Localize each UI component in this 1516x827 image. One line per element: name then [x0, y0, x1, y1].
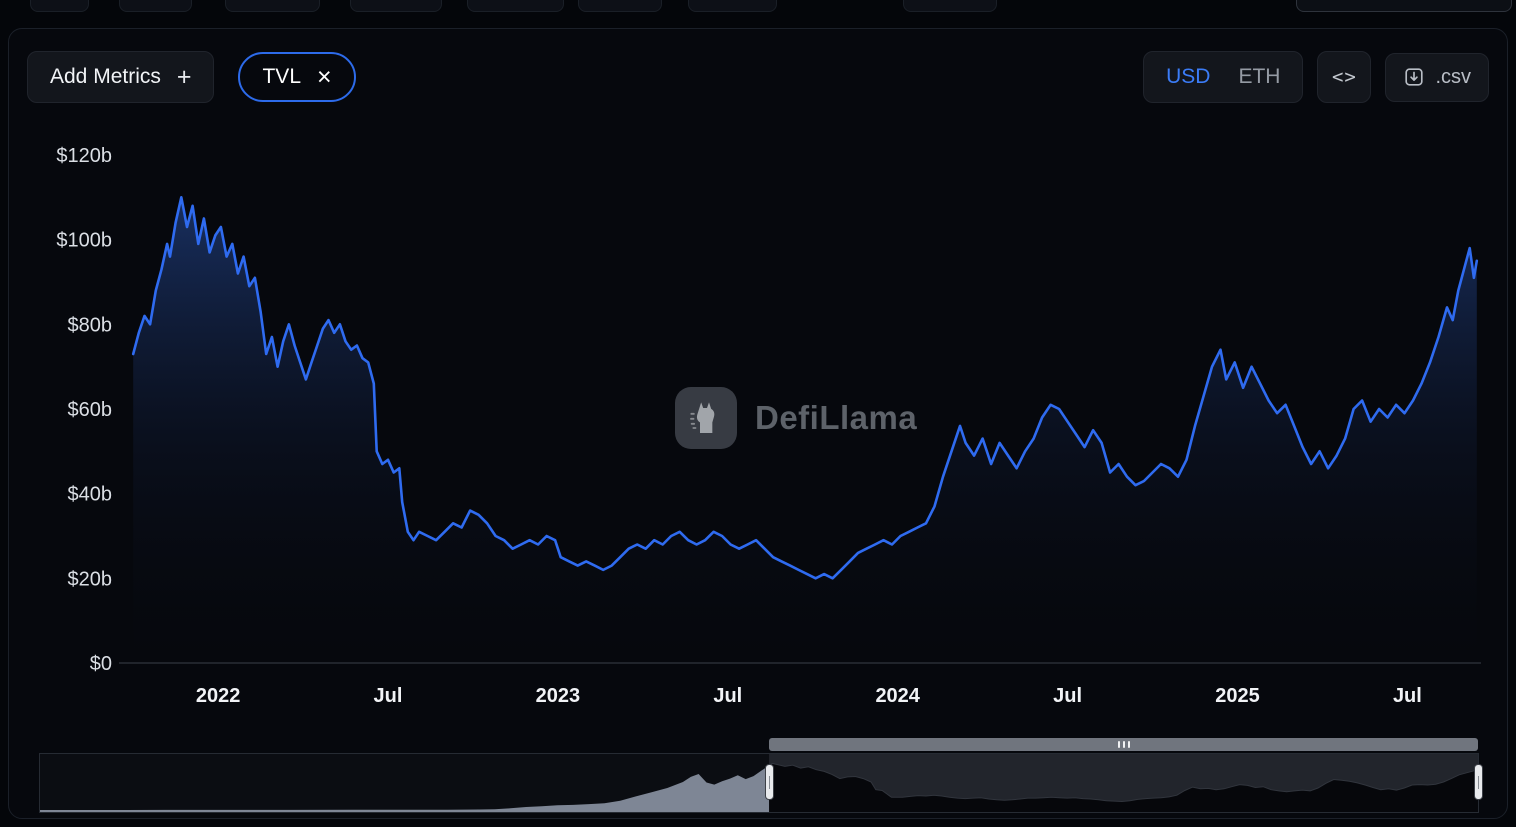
svg-text:Jul: Jul: [1053, 685, 1082, 707]
brush-mini-chart[interactable]: [39, 753, 1483, 813]
top-nav-pill[interactable]: [688, 0, 777, 12]
svg-text:2022: 2022: [196, 685, 241, 707]
top-nav-pill[interactable]: [578, 0, 662, 12]
brush-selection-header[interactable]: [769, 738, 1478, 751]
top-nav-pill[interactable]: [1296, 0, 1512, 12]
time-range-brush: [39, 738, 1483, 814]
top-nav-pill[interactable]: [903, 0, 997, 12]
svg-text:Jul: Jul: [1393, 685, 1422, 707]
watermark-label: DefiLlama: [755, 399, 918, 436]
brush-handle-right[interactable]: [1474, 764, 1483, 800]
brush-handle-left[interactable]: [765, 764, 775, 800]
svg-text:$40b: $40b: [68, 484, 113, 506]
svg-text:2024: 2024: [875, 685, 920, 707]
currency-option-eth[interactable]: ETH: [1238, 65, 1281, 88]
close-icon[interactable]: ×: [317, 63, 332, 91]
add-metrics-button[interactable]: Add Metrics +: [27, 51, 215, 103]
svg-text:2025: 2025: [1215, 685, 1260, 707]
svg-text:$0: $0: [90, 653, 112, 675]
drag-grip-icon: [1117, 741, 1130, 748]
svg-text:$80b: $80b: [68, 314, 113, 336]
browser-top-strip: [0, 0, 1516, 16]
download-csv-button[interactable]: .csv: [1385, 52, 1489, 102]
code-icon: <>: [1331, 66, 1357, 88]
svg-text:Jul: Jul: [713, 685, 742, 707]
defillama-watermark: DefiLlama: [675, 387, 917, 449]
svg-text:$120b: $120b: [56, 145, 112, 167]
top-nav-pill[interactable]: [350, 0, 442, 12]
plus-icon: +: [176, 63, 192, 91]
add-metrics-label: Add Metrics: [50, 65, 161, 88]
svg-text:$20b: $20b: [68, 568, 113, 590]
tvl-chart[interactable]: $120b $100b $80b $60b $40b $20b $0 2022 Jul 2023 J…: [9, 125, 1509, 737]
tvl-chart-canvas[interactable]: $120b $100b $80b $60b $40b $20b $0 2022 Jul 2023 J…: [9, 125, 1509, 735]
chart-toolbar: Add Metrics + TVL × USD ETH <> .csv: [9, 29, 1507, 125]
download-icon: [1405, 68, 1424, 86]
svg-text:$100b: $100b: [56, 230, 112, 252]
currency-toggle: USD ETH: [1143, 51, 1304, 103]
svg-text:2023: 2023: [536, 685, 581, 707]
top-nav-pill[interactable]: [225, 0, 320, 12]
top-nav-pill[interactable]: [467, 0, 564, 12]
top-nav-pill[interactable]: [119, 0, 192, 12]
chart-panel: Add Metrics + TVL × USD ETH <> .csv: [8, 28, 1508, 819]
embed-button[interactable]: <>: [1317, 51, 1372, 103]
metric-pill-label: TVL: [262, 65, 301, 88]
top-nav-pill[interactable]: [30, 0, 89, 12]
csv-label: .csv: [1435, 65, 1471, 88]
brush-chart-canvas[interactable]: [40, 754, 1478, 812]
defillama-logo-icon: [675, 387, 737, 449]
svg-text:$60b: $60b: [68, 399, 113, 421]
currency-option-usd[interactable]: USD: [1166, 65, 1211, 88]
svg-text:Jul: Jul: [374, 685, 403, 707]
metric-pill-tvl[interactable]: TVL ×: [238, 52, 356, 102]
